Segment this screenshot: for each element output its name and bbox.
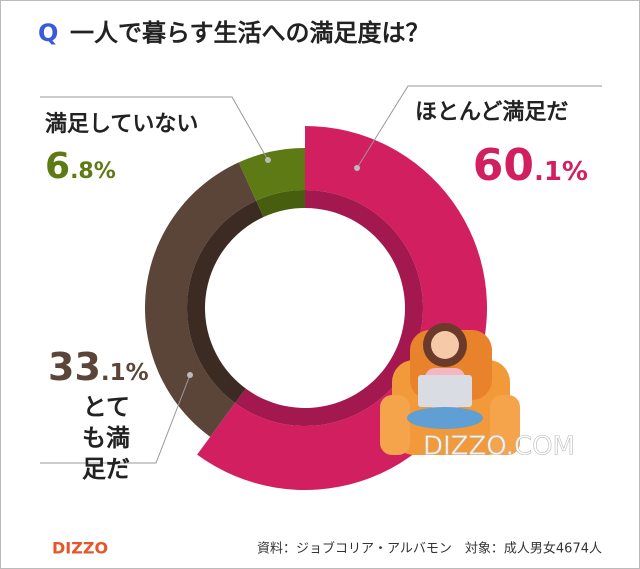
leader-dots [187, 157, 360, 378]
leaders [40, 85, 602, 464]
category-label: とても満足だ [82, 393, 130, 484]
illustration [380, 323, 520, 455]
logo: DIZZO [52, 539, 108, 558]
chart-title: 一人で暮らす生活への満足度は？ [70, 19, 430, 47]
title-prefix: Q [38, 19, 58, 47]
segment-part [144, 162, 257, 437]
category-label: 満足していない [45, 112, 199, 137]
donut-segment [238, 148, 305, 217]
watermark: DIZZO.COM [423, 432, 575, 462]
value-label: 6.8% [45, 146, 116, 187]
value-label: 60.1% [472, 140, 588, 191]
segment-part [235, 190, 424, 427]
segment-part [186, 200, 264, 404]
value-label: 33.1% [48, 345, 149, 389]
donut-segment [144, 162, 264, 437]
source: 資料：ジョブコリア・アルバモン 対象：成人男女4674人 [257, 541, 602, 557]
segment-part [256, 190, 305, 217]
category-label: ほとんど満足だ [415, 100, 569, 125]
segment-part [238, 148, 305, 201]
